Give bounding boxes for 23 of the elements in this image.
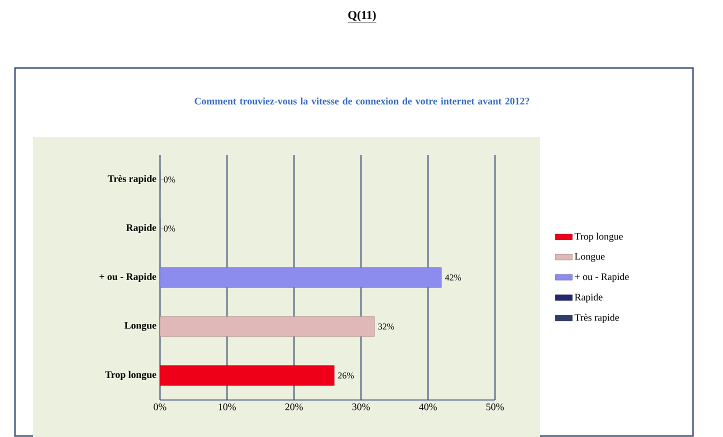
y-tick-label: Très rapide xyxy=(108,174,156,184)
x-tick-label: 30% xyxy=(352,404,370,410)
chart-title: Q(11) xyxy=(348,10,376,22)
data-label: 0% xyxy=(164,176,176,183)
legend-label: Très rapide xyxy=(574,314,619,323)
x-tick-label: 50% xyxy=(486,404,504,410)
y-tick-label: Longue xyxy=(124,322,156,331)
y-tick-label: Rapide xyxy=(126,224,156,234)
x-tick-label: 10% xyxy=(218,404,236,410)
data-label: 26% xyxy=(338,372,354,379)
x-tick-label: 20% xyxy=(285,404,303,410)
legend-label: Trop longue xyxy=(574,232,623,242)
y-tick-label: Trop longue xyxy=(105,370,156,380)
legend-label: Longue xyxy=(574,253,605,262)
data-label: 0% xyxy=(164,225,176,232)
x-tick-label: 40% xyxy=(419,404,437,410)
chart-subtitle: Comment trouviez-vous la vitesse de connexion de votre internet avant 2012? xyxy=(194,97,530,105)
data-label: 42% xyxy=(445,274,462,281)
legend-label: Rapide xyxy=(574,293,602,302)
y-tick-label: + ou - Rapide xyxy=(100,272,156,282)
data-label: 32% xyxy=(378,323,394,330)
x-tick-label: 0% xyxy=(154,404,166,410)
legend-label: + ou - Rapide xyxy=(575,273,629,282)
